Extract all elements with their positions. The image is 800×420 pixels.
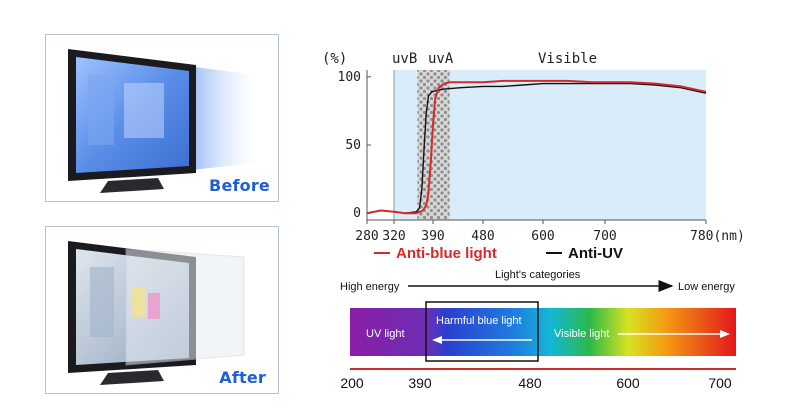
series-line-anti-blue-light xyxy=(366,79,707,215)
harmful-blue-box xyxy=(425,301,539,362)
series-line-anti-uv xyxy=(366,82,707,214)
x-tick-label: 280 xyxy=(355,229,378,244)
y-axis: 0 50 100 (%) xyxy=(322,51,371,221)
tv-after-illustration xyxy=(68,241,245,385)
region-labels: uvB uvA Visible xyxy=(392,51,597,67)
y-unit-label: (%) xyxy=(322,51,347,67)
series-lines xyxy=(366,79,707,215)
y-tick-label: 0 xyxy=(353,206,361,221)
legend-label: Anti-UV xyxy=(568,245,623,262)
x-tick-label: 700 xyxy=(593,229,616,244)
scale-tick-label: 600 xyxy=(616,375,640,391)
visible-arrow-head xyxy=(720,330,730,338)
wavelength-scale: 200 390 480 600 700 xyxy=(340,375,732,391)
after-panel: After xyxy=(45,226,279,394)
y-tick-label: 50 xyxy=(345,138,361,153)
low-energy-label: Low energy xyxy=(678,281,735,293)
x-axis: 280 320 390 480 600 700 780(nm) xyxy=(355,219,745,244)
before-panel: Before xyxy=(45,34,279,202)
region-label: uvA xyxy=(428,51,454,67)
light-categories-title: Light's categories xyxy=(495,269,581,281)
x-tick-label: 600 xyxy=(531,229,554,244)
tv-stand xyxy=(100,370,164,385)
visible-light-label: Visible light xyxy=(554,328,609,340)
tv-before-illustration xyxy=(68,49,256,193)
x-tick-label: 480 xyxy=(471,229,494,244)
high-energy-label: High energy xyxy=(340,281,400,293)
region-label: Visible xyxy=(538,51,597,67)
harmful-blue-label: Harmful blue light xyxy=(436,315,522,327)
scale-tick-label: 200 xyxy=(340,375,364,391)
y-tick-label: 100 xyxy=(338,70,361,85)
harmful-arrow-head xyxy=(432,336,442,344)
region-label: uvB xyxy=(392,51,417,67)
before-label: Before xyxy=(209,176,270,195)
legend-label: Anti-blue light xyxy=(396,245,497,262)
uva-dotted-band xyxy=(417,70,450,220)
scale-tick-label: 480 xyxy=(518,375,542,391)
legend: Anti-blue light Anti-UV xyxy=(374,245,623,262)
tv-stand xyxy=(100,178,164,193)
x-tick-label: 780(nm) xyxy=(690,229,745,244)
spectrum-diagram: High energy Light's categories Low energ… xyxy=(340,269,736,391)
uvb-band xyxy=(367,70,394,220)
x-tick-label: 390 xyxy=(421,229,444,244)
scale-tick-label: 390 xyxy=(408,375,432,391)
x-tick-label: 320 xyxy=(382,229,405,244)
spectrum-bar xyxy=(350,308,736,356)
after-label: After xyxy=(219,368,266,387)
filter-panel xyxy=(125,248,245,366)
scale-tick-label: 700 xyxy=(708,375,732,391)
uv-light-label: UV light xyxy=(366,328,405,340)
